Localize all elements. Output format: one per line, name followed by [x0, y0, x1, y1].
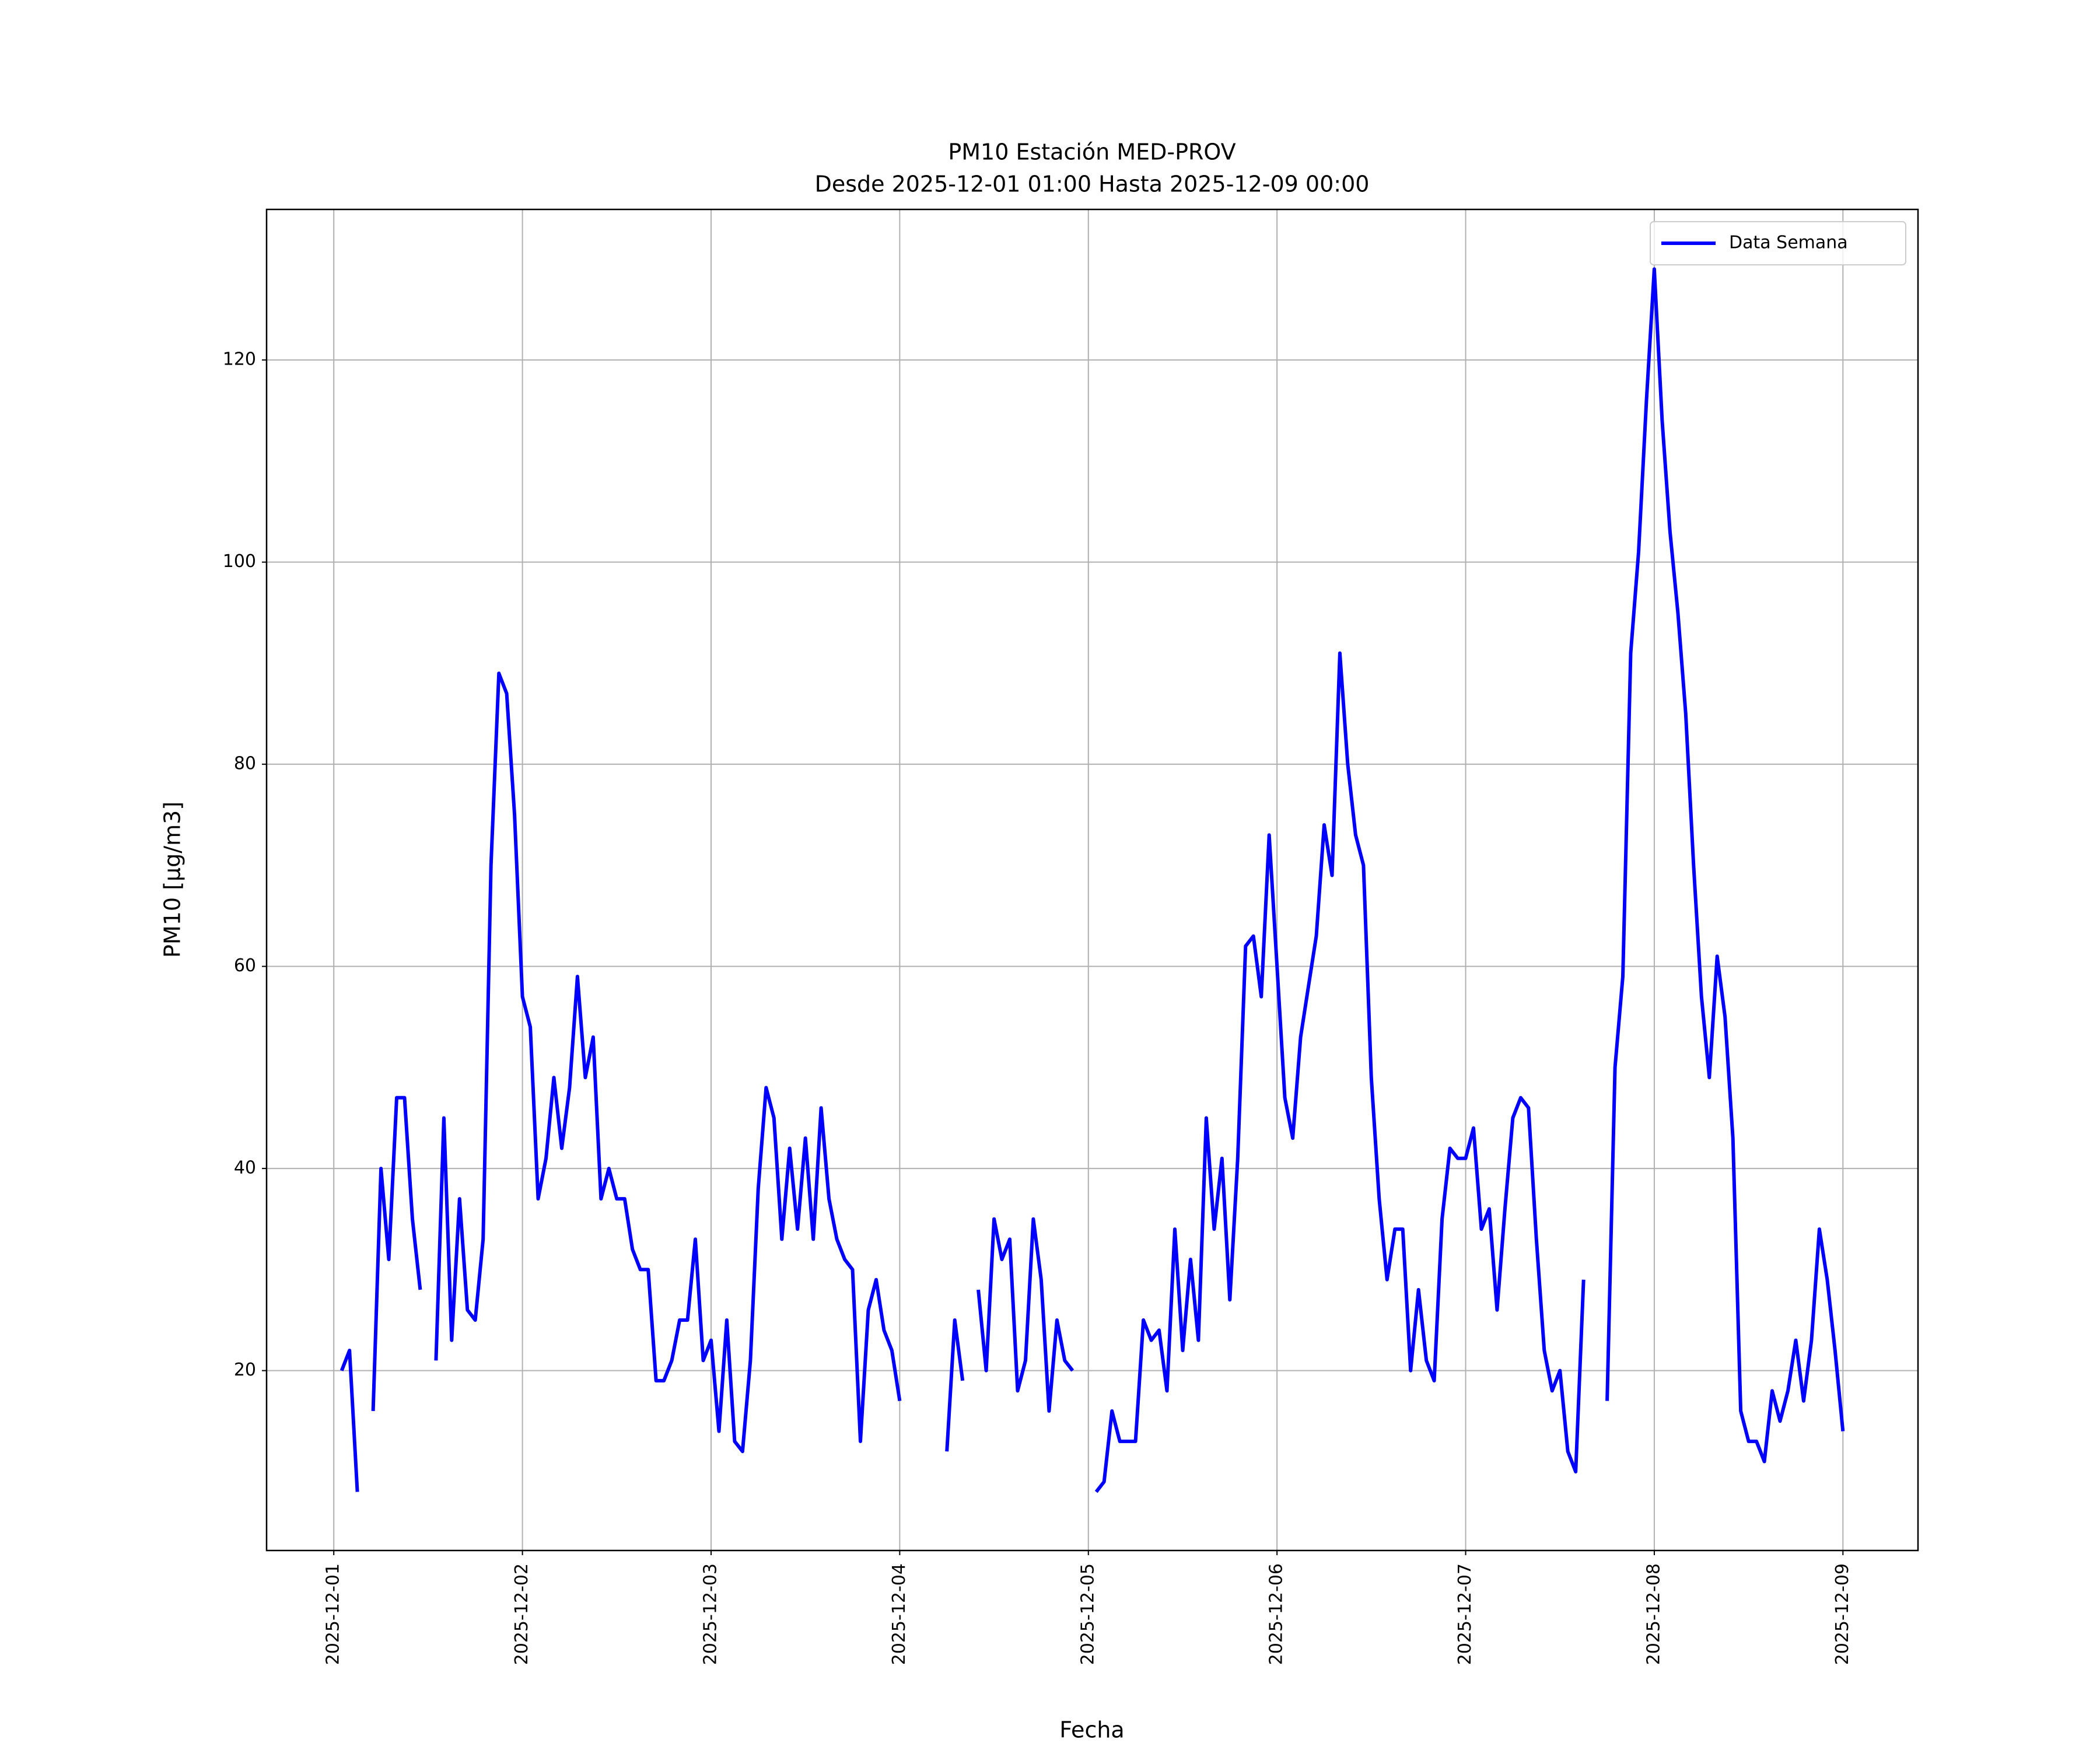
y-tick-label: 20 — [234, 1360, 256, 1380]
y-tick-label: 40 — [234, 1158, 256, 1178]
y-axis-label: PM10 [μg/m3] — [160, 802, 186, 958]
y-tick-label: 120 — [223, 349, 256, 370]
x-tick-label: 2025-12-01 — [323, 1563, 344, 1665]
legend: Data Semana — [1650, 221, 1906, 265]
legend-box — [1650, 221, 1906, 265]
x-tick-label: 2025-12-05 — [1077, 1563, 1098, 1665]
y-tick-label: 80 — [234, 754, 256, 774]
x-tick-label: 2025-12-02 — [512, 1563, 532, 1665]
x-tick-label: 2025-12-08 — [1643, 1563, 1664, 1665]
chart-subtitle: Desde 2025-12-01 01:00 Hasta 2025-12-09 … — [815, 172, 1370, 197]
x-tick-label: 2025-12-09 — [1832, 1563, 1853, 1665]
y-tick-label: 100 — [223, 551, 256, 572]
x-tick-label: 2025-12-07 — [1455, 1563, 1475, 1665]
x-axis-label: Fecha — [1059, 1717, 1124, 1743]
x-tick-label: 2025-12-06 — [1266, 1563, 1287, 1665]
y-tick-label: 60 — [234, 956, 256, 976]
data-line — [340, 267, 1845, 1493]
legend-label: Data Semana — [1729, 233, 1848, 253]
chart-title: PM10 Estación MED-PROV — [948, 139, 1236, 165]
x-tick-label: 2025-12-04 — [889, 1563, 909, 1665]
x-tick-label: 2025-12-03 — [700, 1563, 720, 1665]
plot-frame — [265, 208, 1919, 1552]
